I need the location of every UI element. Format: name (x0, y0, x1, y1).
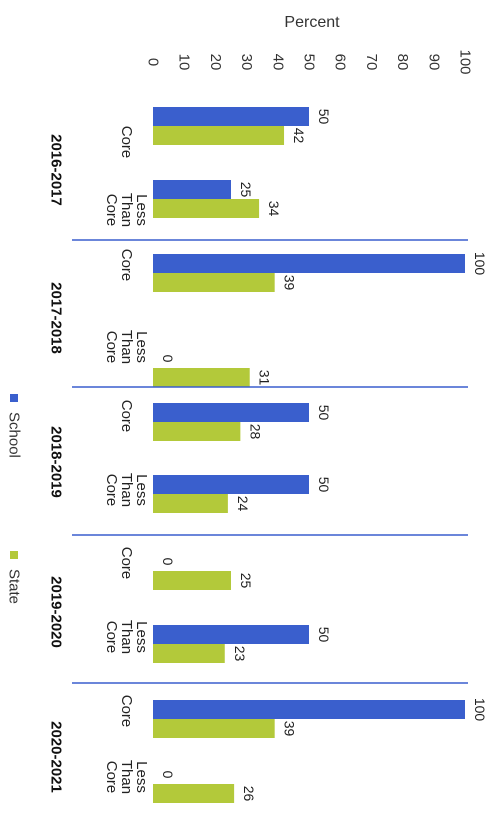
year-labels: 2016-2017 2017-2018 2018-2019 2019-2020 2020… (48, 134, 65, 793)
data-label: 0 (160, 355, 176, 363)
year-label: 2017-2018 (48, 282, 65, 354)
data-label: 31 (257, 370, 273, 386)
data-label: 25 (238, 573, 254, 589)
bar-state (153, 644, 225, 663)
year-label: 2020-2021 (48, 721, 65, 793)
bar-school (153, 625, 309, 644)
bar-state (153, 273, 275, 292)
bar-state (153, 784, 235, 803)
bar-state (153, 199, 260, 218)
legend: School State (6, 394, 23, 604)
bar-state (153, 571, 231, 590)
bar-school (153, 403, 309, 422)
y-tick-label: 30 (238, 54, 255, 71)
y-tick-label: 90 (425, 54, 442, 71)
data-label: 25 (238, 182, 254, 198)
category-label: Core (118, 695, 135, 728)
category-label: LessThanCore (103, 193, 150, 227)
bar-school (153, 254, 465, 273)
y-tick-label: 0 (145, 58, 162, 66)
bar-school (153, 475, 309, 494)
data-label: 100 (472, 252, 485, 276)
y-tick-label: 60 (332, 54, 349, 71)
bar-state (153, 719, 275, 738)
bar-school (153, 700, 465, 719)
category-label: LessThanCore (103, 620, 150, 654)
category-label: LessThanCore (103, 473, 150, 507)
bars: 50 25 100 0 50 50 0 50 100 0 42 34 39 31 28 24 25 23 39 26 (153, 107, 485, 803)
data-label: 39 (282, 275, 298, 291)
data-label: 26 (241, 786, 257, 802)
y-tick-label: 20 (207, 54, 224, 71)
legend-label: State (6, 569, 23, 604)
bar-state (153, 494, 228, 513)
data-label: 50 (316, 109, 332, 125)
y-tick-label: 40 (269, 54, 286, 71)
bar-state (153, 422, 241, 441)
category-labels: Core LessThanCore Core LessThanCore Core Less… (103, 126, 150, 794)
y-tick-label: 80 (394, 54, 411, 71)
data-label: 50 (316, 405, 332, 421)
legend-label: School (6, 412, 23, 458)
category-label: LessThanCore (103, 330, 150, 364)
data-label: 42 (291, 128, 307, 144)
bar-school (153, 107, 309, 126)
y-axis-ticks: 0 10 20 30 40 50 60 70 80 90 100 (145, 49, 474, 74)
data-label: 23 (232, 646, 248, 662)
data-label: 39 (282, 721, 298, 737)
data-label: 50 (316, 477, 332, 493)
year-label: 2016-2017 (48, 134, 65, 206)
y-tick-label: 70 (363, 54, 380, 71)
bar-state (153, 368, 250, 387)
bar-school (153, 180, 231, 199)
category-label: Core (118, 547, 135, 580)
y-tick-label: 10 (176, 54, 193, 71)
legend-swatch (10, 394, 18, 402)
legend-swatch (10, 551, 18, 559)
y-axis-title: Percent (284, 14, 340, 31)
data-label: 50 (316, 627, 332, 643)
y-tick-label: 100 (457, 49, 474, 74)
y-tick-label: 50 (301, 54, 318, 71)
data-label: 24 (235, 496, 251, 512)
data-label: 0 (160, 771, 176, 779)
data-label: 0 (160, 558, 176, 566)
category-label: Core (118, 400, 135, 433)
data-label: 34 (266, 201, 282, 217)
category-label: LessThanCore (103, 760, 150, 794)
group-dividers (72, 239, 468, 684)
category-label: Core (118, 249, 135, 282)
data-label: 100 (472, 698, 485, 722)
category-label: Core (118, 126, 135, 159)
year-label: 2019-2020 (48, 576, 65, 648)
bar-state (153, 126, 285, 145)
year-label: 2018-2019 (48, 426, 65, 498)
data-label: 28 (247, 424, 263, 440)
